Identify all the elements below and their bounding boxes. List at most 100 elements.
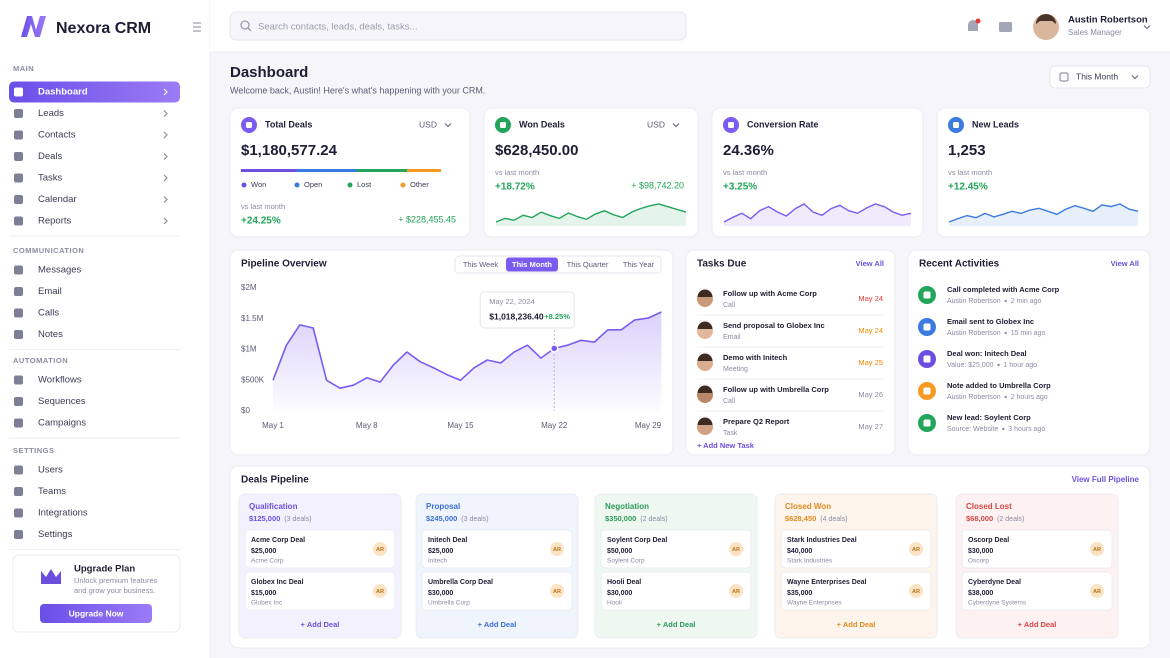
- section-title: AUTOMATION: [13, 356, 68, 365]
- deal-amount: $25,000: [428, 548, 453, 555]
- nav-item[interactable]: Dashboard: [38, 87, 88, 98]
- kpi-value: $628,450.00: [495, 142, 578, 159]
- deal-company: Wayne Enterprises: [787, 600, 842, 607]
- activity-detail: Austin Robertson: [947, 330, 1001, 337]
- task-title[interactable]: Prepare Q2 Report: [723, 417, 790, 426]
- nav-icon: [14, 216, 23, 226]
- deal-amount: $30,000: [428, 590, 453, 597]
- upgrade-button[interactable]: [40, 604, 152, 623]
- search-box[interactable]: [229, 11, 687, 41]
- nav-item[interactable]: Leads: [38, 108, 64, 119]
- kpi-currency[interactable]: USD: [647, 119, 665, 129]
- nav-item[interactable]: Integrations: [38, 508, 88, 519]
- owner-badge: [550, 542, 564, 556]
- card-link[interactable]: View Full Pipeline: [1072, 475, 1140, 484]
- nav-item[interactable]: Reports: [38, 216, 72, 227]
- activity-detail: Austin Robertson: [947, 394, 1001, 401]
- upgrade-title: Upgrade Plan: [74, 564, 135, 575]
- chart-title: Pipeline Overview: [241, 259, 327, 270]
- x-tick-label: May 22: [541, 421, 568, 430]
- nav-item[interactable]: Campaigns: [38, 418, 86, 429]
- owner-badge: [550, 584, 564, 598]
- nav-item[interactable]: Settings: [38, 529, 73, 540]
- nav-item[interactable]: Tasks: [38, 173, 63, 184]
- deal-card[interactable]: [421, 529, 573, 569]
- upgrade-icon: [41, 569, 61, 584]
- task-avatar-hair: [697, 417, 713, 425]
- tab-label[interactable]: This Month: [512, 260, 552, 269]
- activity-title: New lead: Soylent Corp: [947, 413, 1031, 422]
- stage-name: Closed Won: [785, 502, 831, 511]
- owner-initials: AR: [912, 589, 920, 595]
- card-link[interactable]: View All: [856, 259, 884, 268]
- nav-item[interactable]: Workflows: [38, 375, 82, 386]
- x-tick-label: May 29: [635, 421, 662, 430]
- deal-card[interactable]: [780, 529, 932, 569]
- deal-card[interactable]: [421, 571, 573, 611]
- task-title[interactable]: Demo with Initech: [723, 353, 788, 362]
- card-link[interactable]: View All: [1111, 259, 1139, 268]
- section-title: COMMUNICATION: [13, 246, 84, 255]
- nav-icon: [14, 287, 23, 296]
- deal-name: Acme Corp Deal: [251, 537, 305, 544]
- sparkline-area: [949, 204, 1138, 226]
- stage-name: Qualification: [249, 502, 298, 511]
- nav-item[interactable]: Notes: [38, 329, 63, 340]
- owner-badge: [373, 542, 387, 556]
- nav-item[interactable]: Calls: [38, 308, 59, 319]
- deal-card[interactable]: [600, 529, 752, 569]
- task-title[interactable]: Send proposal to Globex Inc: [723, 321, 825, 330]
- owner-initials: AR: [376, 547, 384, 553]
- task-date: May 25: [858, 358, 883, 367]
- nav-item[interactable]: Deals: [38, 151, 63, 162]
- owner-initials: AR: [732, 547, 740, 553]
- upgrade-text: and grow your business.: [74, 586, 155, 595]
- nav-item[interactable]: Contacts: [38, 130, 76, 141]
- kpi-value: 1,253: [948, 142, 986, 159]
- kpi-currency[interactable]: USD: [419, 119, 437, 129]
- sparkline: [948, 203, 1139, 223]
- nav-item[interactable]: Users: [38, 465, 63, 476]
- nav-item[interactable]: Messages: [38, 265, 82, 276]
- add-deal[interactable]: + Add Deal: [1018, 620, 1057, 629]
- deal-card[interactable]: [780, 571, 932, 611]
- deal-card[interactable]: [600, 571, 752, 611]
- task-title[interactable]: Follow up with Umbrella Corp: [723, 385, 829, 394]
- add-task[interactable]: + Add New Task: [697, 441, 755, 450]
- nav-icon: [14, 418, 23, 428]
- task-title[interactable]: Follow up with Acme Corp: [723, 289, 817, 298]
- upgrade-button-label[interactable]: Upgrade Now: [69, 608, 124, 618]
- notification-icon[interactable]: [968, 20, 978, 31]
- deal-amount: $15,000: [251, 590, 276, 597]
- nav-item[interactable]: Email: [38, 286, 62, 297]
- add-deal[interactable]: + Add Deal: [657, 620, 696, 629]
- deal-company: Acme Corp: [251, 558, 284, 565]
- tab-label[interactable]: This Week: [463, 260, 499, 269]
- activity-time: 1 hour ago: [1004, 362, 1038, 369]
- nav-item[interactable]: Sequences: [38, 396, 86, 407]
- add-deal[interactable]: + Add Deal: [478, 620, 517, 629]
- nav-item[interactable]: Teams: [38, 486, 66, 497]
- deal-card[interactable]: [244, 571, 396, 611]
- card-title: Deals Pipeline: [241, 475, 309, 486]
- kpi-card: [711, 107, 924, 238]
- deal-card[interactable]: [244, 529, 396, 569]
- add-deal[interactable]: + Add Deal: [837, 620, 876, 629]
- tab-label[interactable]: This Year: [623, 260, 655, 269]
- deal-name: Initech Deal: [428, 537, 467, 544]
- deal-company: Initech: [428, 558, 448, 565]
- tab-label[interactable]: This Quarter: [567, 260, 609, 269]
- mail-icon[interactable]: [999, 22, 1012, 32]
- deal-card[interactable]: [961, 571, 1113, 611]
- period-select[interactable]: [1049, 65, 1151, 89]
- nav-item[interactable]: Calendar: [38, 194, 77, 205]
- activity-icon-glyph: [923, 355, 931, 363]
- deal-card[interactable]: [961, 529, 1113, 569]
- breakdown-segment: [357, 169, 407, 172]
- nav-icon: [14, 152, 23, 161]
- kpi-title: Conversion Rate: [747, 119, 819, 129]
- task-type: Task: [723, 430, 738, 437]
- add-deal[interactable]: + Add Deal: [301, 620, 340, 629]
- deal-name: Hooli Deal: [607, 579, 641, 586]
